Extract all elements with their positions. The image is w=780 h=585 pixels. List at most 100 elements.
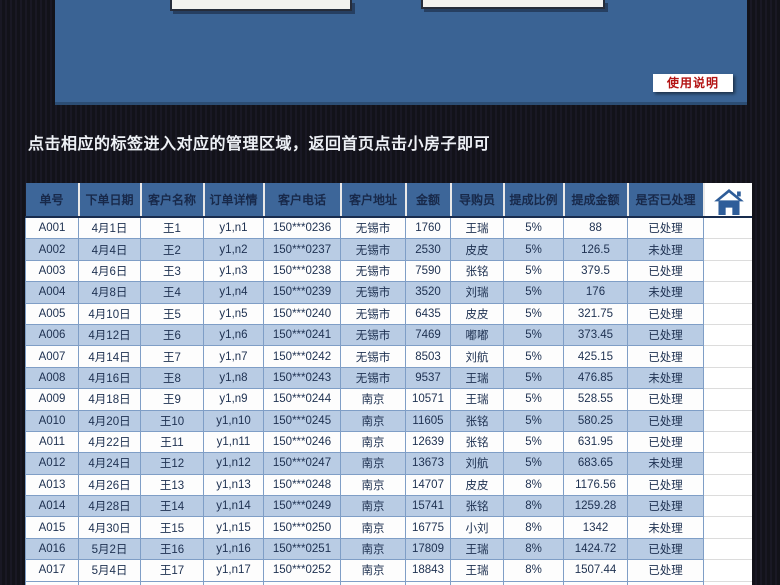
table-cell[interactable]: 王2 xyxy=(140,238,204,261)
table-cell[interactable]: 1176.56 xyxy=(563,474,628,497)
table-cell[interactable]: 14707 xyxy=(405,474,451,497)
table-cell[interactable]: y1,n11 xyxy=(203,431,264,454)
table-cell[interactable]: 4月18日 xyxy=(78,388,141,411)
table-cell[interactable]: 8% xyxy=(503,538,564,561)
table-cell[interactable]: y1,n8 xyxy=(203,367,264,390)
table-cell[interactable]: 1342 xyxy=(563,516,628,539)
table-cell[interactable]: 150***0249 xyxy=(263,495,341,518)
table-cell[interactable]: y1,n17 xyxy=(203,559,264,582)
table-cell[interactable]: 150***0245 xyxy=(263,410,341,432)
table-cell[interactable] xyxy=(703,581,752,585)
table-cell[interactable]: 南京 xyxy=(340,410,406,432)
table-cell[interactable]: 476.85 xyxy=(563,367,628,390)
table-cell[interactable]: 150***0246 xyxy=(263,431,341,454)
table-cell[interactable]: 150***0238 xyxy=(263,260,341,283)
table-cell[interactable]: 皮皮 xyxy=(450,474,504,497)
table-cell[interactable]: 王8 xyxy=(140,367,204,390)
table-cell[interactable]: 无锡市 xyxy=(340,217,406,240)
table-cell[interactable]: A003 xyxy=(25,260,79,283)
table-cell[interactable]: 12639 xyxy=(405,431,451,454)
table-cell[interactable]: 4月24日 xyxy=(78,452,141,475)
table-cell[interactable]: 150***0243 xyxy=(263,367,341,390)
table-cell[interactable]: 已处理 xyxy=(627,431,704,454)
table-cell[interactable]: 小刘 xyxy=(450,516,504,539)
table-cell[interactable]: 321.75 xyxy=(563,303,628,325)
table-cell-empty[interactable] xyxy=(703,452,752,475)
table-cell[interactable]: 150***0241 xyxy=(263,324,341,347)
table-cell[interactable]: 5% xyxy=(503,410,564,432)
table-cell[interactable]: 8% xyxy=(503,516,564,539)
table-cell[interactable]: 已处理 xyxy=(627,260,704,283)
table-cell[interactable] xyxy=(78,581,141,585)
table-cell[interactable]: 5% xyxy=(503,431,564,454)
table-cell[interactable]: 无锡市 xyxy=(340,367,406,390)
table-cell[interactable]: A009 xyxy=(25,388,79,411)
table-cell[interactable]: A002 xyxy=(25,238,79,261)
table-cell[interactable]: y1,n6 xyxy=(203,324,264,347)
table-cell-empty[interactable] xyxy=(703,281,752,304)
table-cell[interactable]: A013 xyxy=(25,474,79,497)
table-cell-empty[interactable] xyxy=(703,303,752,325)
table-cell[interactable]: y1,n14 xyxy=(203,495,264,518)
table-cell[interactable]: 4月20日 xyxy=(78,410,141,432)
table-cell[interactable]: 528.55 xyxy=(563,388,628,411)
table-cell[interactable]: 刘瑞 xyxy=(450,281,504,304)
table-cell[interactable]: y1,n2 xyxy=(203,238,264,261)
table-cell[interactable]: 南京 xyxy=(340,559,406,582)
table-cell[interactable]: 7590 xyxy=(405,260,451,283)
table-cell[interactable]: 1424.72 xyxy=(563,538,628,561)
table-cell[interactable]: 5% xyxy=(503,260,564,283)
table-cell[interactable] xyxy=(25,581,79,585)
table-cell[interactable]: 刘航 xyxy=(450,345,504,368)
table-cell[interactable]: 13673 xyxy=(405,452,451,475)
table-cell[interactable]: y1,n4 xyxy=(203,281,264,304)
table-cell[interactable]: 150***0240 xyxy=(263,303,341,325)
table-cell[interactable]: 8% xyxy=(503,495,564,518)
table-cell[interactable]: 4月1日 xyxy=(78,217,141,240)
table-cell[interactable]: 15741 xyxy=(405,495,451,518)
table-cell-empty[interactable] xyxy=(703,260,752,283)
table-cell[interactable]: 150***0252 xyxy=(263,559,341,582)
table-cell[interactable]: 王9 xyxy=(140,388,204,411)
table-cell[interactable]: 150***0244 xyxy=(263,388,341,411)
table-cell[interactable]: 王17 xyxy=(140,559,204,582)
table-cell[interactable]: 无锡市 xyxy=(340,281,406,304)
table-cell[interactable]: 4月26日 xyxy=(78,474,141,497)
table-cell[interactable]: 5% xyxy=(503,303,564,325)
table-cell[interactable] xyxy=(450,581,504,585)
table-cell[interactable]: 9537 xyxy=(405,367,451,390)
home-icon[interactable] xyxy=(713,188,744,215)
table-cell[interactable]: 王1 xyxy=(140,217,204,240)
table-cell[interactable]: 4月8日 xyxy=(78,281,141,304)
table-cell[interactable]: 已处理 xyxy=(627,345,704,368)
table-cell[interactable]: 南京 xyxy=(340,452,406,475)
table-cell[interactable]: 王5 xyxy=(140,303,204,325)
table-cell[interactable]: 王7 xyxy=(140,345,204,368)
table-cell[interactable]: A001 xyxy=(25,217,79,240)
table-cell[interactable]: 王11 xyxy=(140,431,204,454)
table-cell[interactable]: 未处理 xyxy=(627,281,704,304)
table-cell-empty[interactable] xyxy=(703,559,752,582)
table-cell[interactable]: 未处理 xyxy=(627,238,704,261)
table-cell[interactable]: y1,n7 xyxy=(203,345,264,368)
table-cell[interactable]: 王13 xyxy=(140,474,204,497)
table-cell[interactable]: 已处理 xyxy=(627,388,704,411)
dashboard-button-partial-2[interactable] xyxy=(421,0,605,9)
table-cell[interactable]: y1,n15 xyxy=(203,516,264,539)
table-cell[interactable]: 南京 xyxy=(340,388,406,411)
table-cell[interactable]: 150***0239 xyxy=(263,281,341,304)
table-cell[interactable]: 5% xyxy=(503,281,564,304)
table-cell[interactable]: 王3 xyxy=(140,260,204,283)
table-cell[interactable]: 已处理 xyxy=(627,559,704,582)
table-cell[interactable]: 7469 xyxy=(405,324,451,347)
table-cell[interactable]: 6435 xyxy=(405,303,451,325)
table-cell-empty[interactable] xyxy=(703,495,752,518)
table-cell[interactable]: 王瑞 xyxy=(450,559,504,582)
table-cell[interactable]: 5% xyxy=(503,367,564,390)
table-cell[interactable]: 8% xyxy=(503,559,564,582)
table-cell[interactable]: 张铭 xyxy=(450,431,504,454)
table-cell[interactable]: 5% xyxy=(503,324,564,347)
table-cell[interactable]: A017 xyxy=(25,559,79,582)
table-cell[interactable]: 已处理 xyxy=(627,303,704,325)
table-cell[interactable]: 刘航 xyxy=(450,452,504,475)
